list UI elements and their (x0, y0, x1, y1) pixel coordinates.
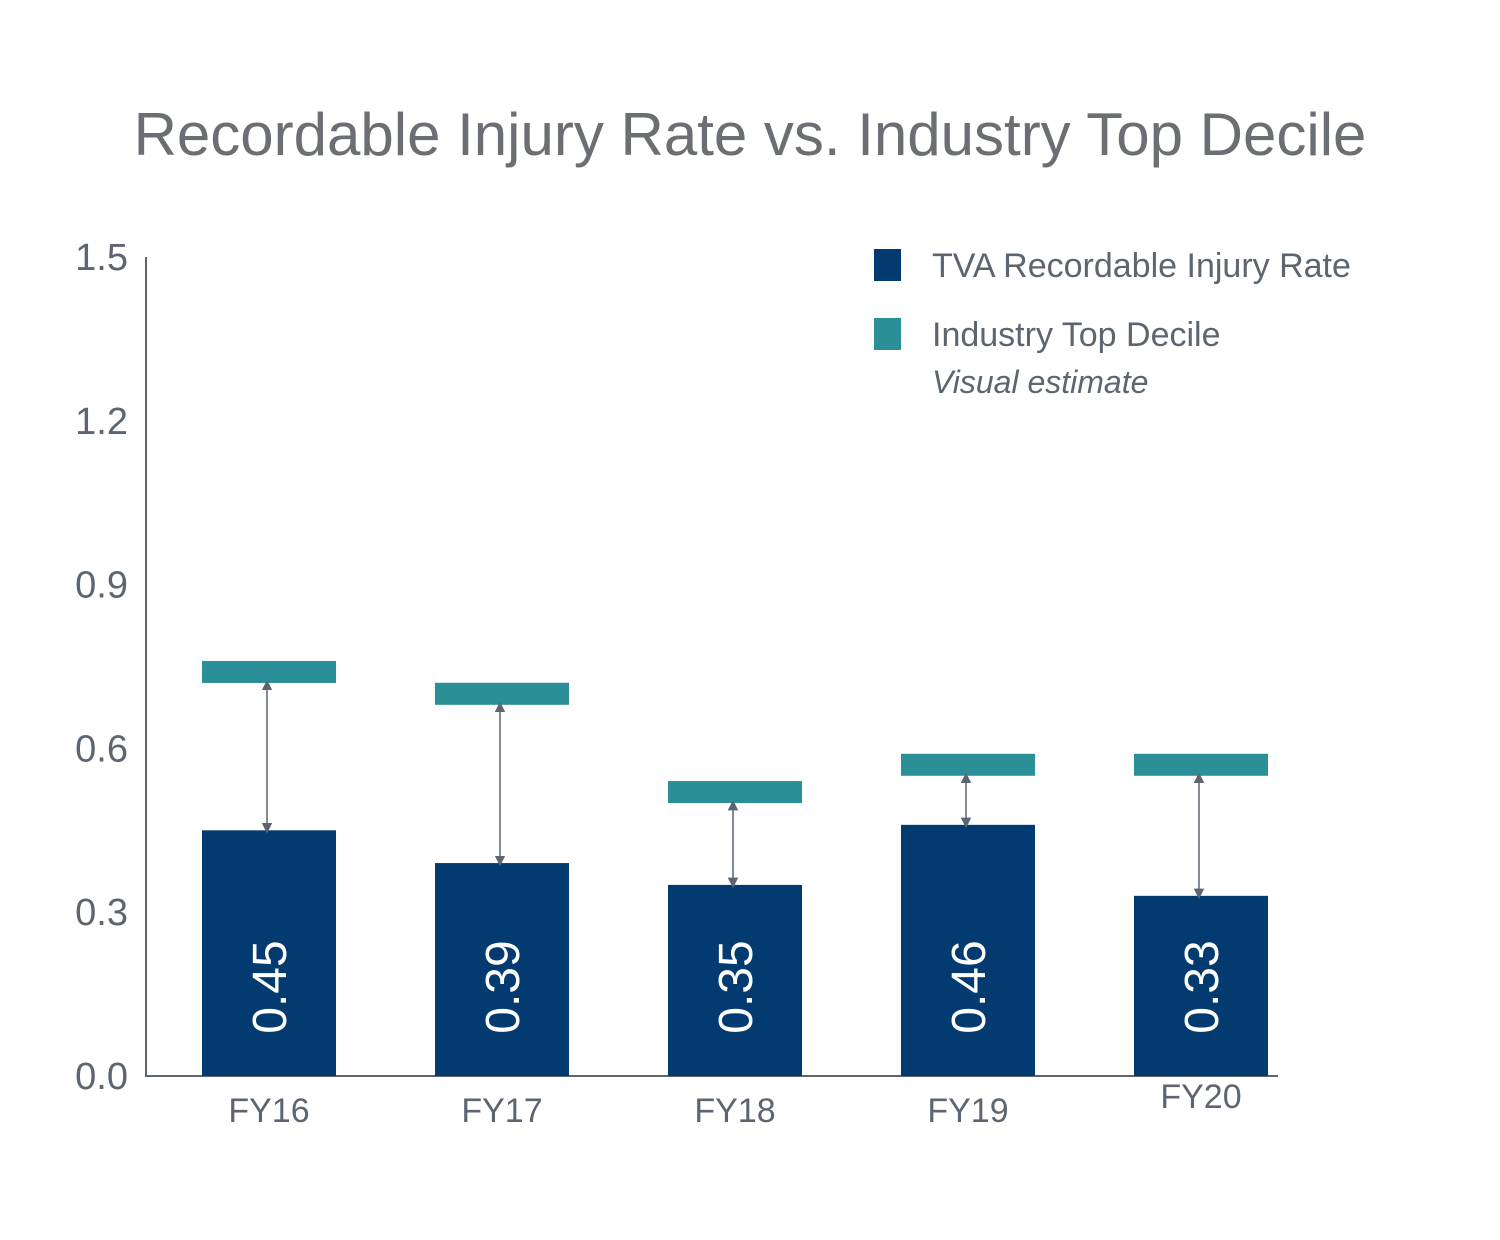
industry-marker-fy19 (901, 753, 1035, 776)
tva-bar-fy16 (202, 830, 336, 1076)
bar-value-label: 0.33 (1176, 940, 1229, 1033)
y-tick-label: 1.5 (75, 237, 128, 279)
x-category-label: FY20 (1160, 1078, 1241, 1116)
legend-note-industry: Visual estimate (932, 364, 1148, 400)
y-tick-label: 0.6 (75, 728, 128, 770)
industry-marker-fy20 (1134, 753, 1268, 776)
labels: 0.45 FY16 0.39 FY17 0.35 FY18 0.46 FY19 0.33 FY20 (228, 940, 1241, 1130)
legend-swatch-tva (874, 249, 901, 281)
industry-marker-fy18 (668, 781, 802, 804)
tva-bar-fy19 (901, 824, 1035, 1076)
y-tick-label: 0.3 (75, 892, 128, 934)
legend-swatch-industry (874, 318, 901, 350)
bar-value-label: 0.46 (943, 940, 996, 1033)
bar-value-label: 0.45 (244, 940, 297, 1033)
chart-title: Recordable Injury Rate vs. Industry Top … (133, 101, 1367, 168)
y-tick-label: 0.0 (75, 1056, 128, 1098)
tva-bar-fy18 (668, 884, 802, 1076)
x-category-label: FY16 (228, 1092, 309, 1130)
bar-value-label: 0.39 (477, 940, 530, 1033)
legend: TVA Recordable Injury Rate Industry Top D… (874, 247, 1351, 400)
x-category-label: FY18 (694, 1092, 775, 1130)
industry-marker-fy16 (202, 660, 336, 683)
bar-value-label: 0.35 (710, 940, 763, 1033)
legend-label-tva: TVA Recordable Injury Rate (932, 247, 1351, 285)
legend-label-industry: Industry Top Decile (932, 316, 1221, 354)
x-category-label: FY19 (927, 1092, 1008, 1130)
x-category-label: FY17 (461, 1092, 542, 1130)
y-tick-label: 1.2 (75, 401, 128, 443)
tva-bar-fy17 (435, 863, 569, 1076)
industry-marker-fy17 (435, 682, 569, 705)
tva-bar-fy20 (1134, 895, 1268, 1076)
bars (202, 660, 1268, 1076)
y-tick-label: 0.9 (75, 565, 128, 607)
